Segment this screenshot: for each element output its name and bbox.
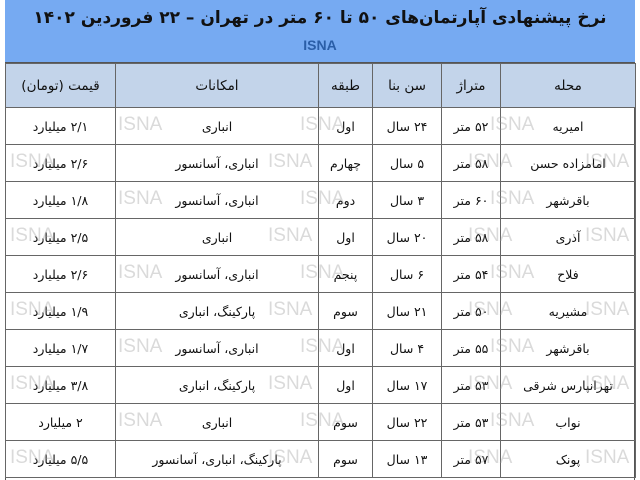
- cell-building-age: ۲۴ سال: [372, 107, 442, 145]
- cell-neighborhood: نواب: [500, 403, 636, 441]
- cell-area: ۵۰ متر: [441, 292, 501, 330]
- cell-area: ۵۸ متر: [441, 144, 501, 182]
- cell-building-age: ۵ سال: [372, 144, 442, 182]
- cell-amenities: انباری، آسانسور: [115, 255, 319, 293]
- cell-price: ۲ میلیارد: [5, 403, 116, 441]
- cell-price: ۱/۷ میلیارد: [5, 329, 116, 367]
- column-header-amenities: امکانات: [115, 63, 319, 108]
- cell-area: ۵۵ متر: [441, 329, 501, 367]
- cell-amenities: انباری: [115, 218, 319, 256]
- table-row: فلاح ۵۴ متر ۶ سال پنجم انباری، آسانسور ۲/۶ می…: [5, 255, 636, 293]
- cell-neighborhood: فلاح: [500, 255, 636, 293]
- cell-building-age: ۴ سال: [372, 329, 442, 367]
- table-row: امامزاده حسن ۵۸ متر ۵ سال چهارم انباری، آسان…: [5, 144, 636, 182]
- cell-building-age: ۲۲ سال: [372, 403, 442, 441]
- cell-price: ۲/۱ میلیارد: [5, 107, 116, 145]
- cell-floor: چهارم: [318, 144, 373, 182]
- table-row: باقرشهر ۵۵ متر ۴ سال اول انباری، آسانسور ۱/۷ …: [5, 329, 636, 367]
- cell-area: ۵۲ متر: [441, 107, 501, 145]
- table-row: آذری ۵۸ متر ۲۰ سال اول انباری ۲/۵ میلیارد: [5, 218, 636, 256]
- cell-price: ۲/۵ میلیارد: [5, 218, 116, 256]
- column-header-price: قیمت (تومان): [5, 63, 116, 108]
- cell-neighborhood: باقرشهر: [500, 329, 636, 367]
- cell-amenities: پارکینگ، انباری: [115, 366, 319, 404]
- cell-price: ۲/۶ میلیارد: [5, 144, 116, 182]
- cell-price: ۵/۵ میلیارد: [5, 440, 116, 478]
- cell-amenities: انباری: [115, 107, 319, 145]
- cell-price: ۲/۶ میلیارد: [5, 255, 116, 293]
- cell-floor: اول: [318, 366, 373, 404]
- price-table: محله متراژ سن بنا طبقه امکانات قیمت (تومان) ا…: [5, 63, 636, 478]
- cell-floor: سوم: [318, 292, 373, 330]
- cell-building-age: ۲۰ سال: [372, 218, 442, 256]
- cell-price: ۱/۹ میلیارد: [5, 292, 116, 330]
- cell-building-age: ۱۷ سال: [372, 366, 442, 404]
- cell-price: ۳/۸ میلیارد: [5, 366, 116, 404]
- cell-floor: پنجم: [318, 255, 373, 293]
- table-row: باقرشهر ۶۰ متر ۳ سال دوم انباری، آسانسور ۱/۸ …: [5, 181, 636, 219]
- cell-floor: سوم: [318, 440, 373, 478]
- cell-area: ۵۷ متر: [441, 440, 501, 478]
- cell-price: ۱/۸ میلیارد: [5, 181, 116, 219]
- cell-neighborhood: امیریه: [500, 107, 636, 145]
- cell-floor: اول: [318, 107, 373, 145]
- page-title: نرخ پیشنهادی آپارتمان‌های ۵۰ تا ۶۰ متر د…: [33, 8, 607, 28]
- column-header-neighborhood: محله: [500, 63, 636, 108]
- table-row: امیریه ۵۲ متر ۲۴ سال اول انباری ۲/۱ میلیارد: [5, 107, 636, 145]
- cell-amenities: پارکینگ، انباری: [115, 292, 319, 330]
- cell-neighborhood: تهرانپارس شرقی: [500, 366, 636, 404]
- cell-building-age: ۳ سال: [372, 181, 442, 219]
- cell-amenities: انباری، آسانسور: [115, 329, 319, 367]
- title-band: نرخ پیشنهادی آپارتمان‌های ۵۰ تا ۶۰ متر د…: [5, 0, 635, 63]
- cell-neighborhood: پونک: [500, 440, 636, 478]
- cell-amenities: پارکینگ، انباری، آسانسور: [115, 440, 319, 478]
- cell-amenities: انباری، آسانسور: [115, 144, 319, 182]
- cell-area: ۵۳ متر: [441, 366, 501, 404]
- cell-neighborhood: مشیریه: [500, 292, 636, 330]
- cell-area: ۵۳ متر: [441, 403, 501, 441]
- cell-amenities: انباری، آسانسور: [115, 181, 319, 219]
- cell-floor: دوم: [318, 181, 373, 219]
- cell-neighborhood: باقرشهر: [500, 181, 636, 219]
- table-row: مشیریه ۵۰ متر ۲۱ سال سوم پارکینگ، انباری ۱/۹ …: [5, 292, 636, 330]
- cell-building-age: ۶ سال: [372, 255, 442, 293]
- table-row: پونک ۵۷ متر ۱۳ سال سوم پارکینگ، انباری، آسان…: [5, 440, 636, 478]
- table-row: تهرانپارس شرقی ۵۳ متر ۱۷ سال اول پارکینگ، ان…: [5, 366, 636, 404]
- column-header-floor: طبقه: [318, 63, 373, 108]
- header-row: محله متراژ سن بنا طبقه امکانات قیمت (تومان): [5, 63, 636, 108]
- cell-floor: اول: [318, 218, 373, 256]
- cell-area: ۵۴ متر: [441, 255, 501, 293]
- cell-floor: سوم: [318, 403, 373, 441]
- cell-neighborhood: آذری: [500, 218, 636, 256]
- cell-amenities: انباری: [115, 403, 319, 441]
- cell-building-age: ۲۱ سال: [372, 292, 442, 330]
- source-label: ISNA: [303, 37, 337, 53]
- cell-area: ۵۸ متر: [441, 218, 501, 256]
- cell-floor: اول: [318, 329, 373, 367]
- cell-area: ۶۰ متر: [441, 181, 501, 219]
- column-header-building-age: سن بنا: [372, 63, 442, 108]
- cell-neighborhood: امامزاده حسن: [500, 144, 636, 182]
- cell-building-age: ۱۳ سال: [372, 440, 442, 478]
- column-header-area: متراژ: [441, 63, 501, 108]
- table-row: نواب ۵۳ متر ۲۲ سال سوم انباری ۲ میلیارد: [5, 403, 636, 441]
